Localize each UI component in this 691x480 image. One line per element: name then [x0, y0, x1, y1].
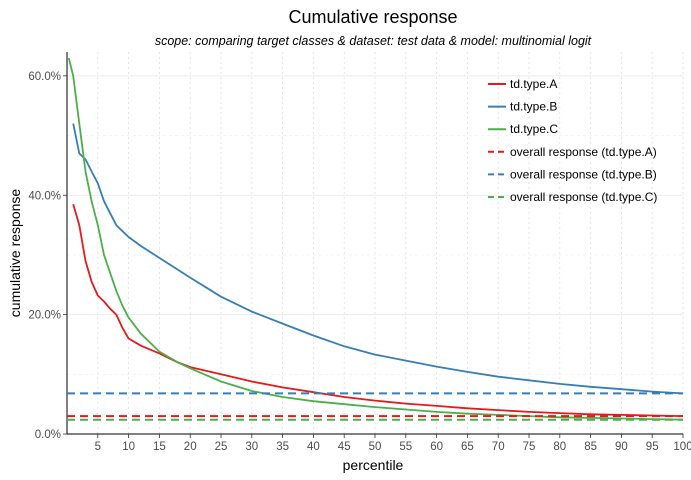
legend-label-6: overall response (td.type.C) — [510, 190, 657, 204]
x-tick-label: 65 — [461, 441, 474, 453]
legend: td.type.A td.type.B td.type.C overall respo… — [488, 77, 657, 204]
y-axis-title: cumulative response — [7, 189, 23, 318]
x-tick-label: 90 — [615, 441, 628, 453]
legend-label-1: td.type.A — [510, 77, 557, 91]
x-tick-label: 25 — [215, 441, 228, 453]
y-tick-label: 60.0% — [28, 71, 61, 83]
chart-title: Cumulative response — [288, 7, 457, 27]
x-tick-label: 35 — [276, 441, 289, 453]
x-tick-label: 50 — [369, 441, 382, 453]
tick-labels: 5 10 15 20 25 30 35 40 45 50 55 60 65 70 75 80 85 90 95 100… — [28, 71, 691, 453]
chart-subtitle: scope: comparing target classes & datase… — [155, 34, 592, 48]
x-axis-title: percentile — [343, 457, 404, 473]
grid-lines — [67, 52, 684, 435]
y-tick-label: 0.0% — [35, 429, 61, 441]
x-tick-label: 55 — [399, 441, 412, 453]
legend-label-4: overall response (td.type.A) — [510, 145, 657, 159]
x-tick-label: 80 — [553, 441, 566, 453]
axes — [63, 52, 684, 438]
x-tick-label: 20 — [184, 441, 197, 453]
x-tick-label: 75 — [523, 441, 536, 453]
x-tick-label: 45 — [338, 441, 351, 453]
x-tick-label: 30 — [245, 441, 258, 453]
y-tick-label: 20.0% — [28, 310, 61, 322]
plot-area — [67, 57, 684, 421]
x-tick-label: 95 — [646, 441, 659, 453]
legend-label-5: overall response (td.type.B) — [510, 167, 657, 181]
x-tick-label: 70 — [492, 441, 505, 453]
x-tick-label: 5 — [95, 441, 101, 453]
series-line-1 — [72, 203, 684, 417]
x-tick-label: 85 — [584, 441, 597, 453]
x-tick-label: 15 — [153, 441, 166, 453]
y-tick-label: 40.0% — [28, 190, 61, 202]
x-tick-label: 60 — [430, 441, 443, 453]
x-tick-label: 10 — [122, 441, 135, 453]
legend-label-2: td.type.B — [510, 100, 557, 114]
x-tick-label: 40 — [307, 441, 320, 453]
legend-label-3: td.type.C — [510, 122, 558, 136]
series-line-2 — [72, 123, 684, 395]
x-tick-label: 100 — [673, 441, 691, 453]
